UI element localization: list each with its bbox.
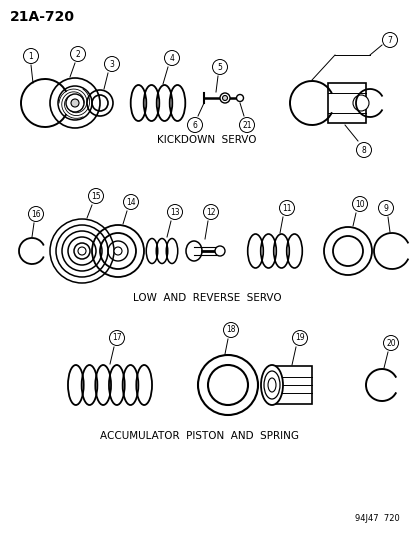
Circle shape xyxy=(71,99,79,107)
Text: 7: 7 xyxy=(387,36,392,44)
Circle shape xyxy=(352,95,368,111)
Circle shape xyxy=(292,330,307,345)
Circle shape xyxy=(28,206,43,222)
Circle shape xyxy=(104,56,119,71)
Bar xyxy=(271,366,311,404)
Circle shape xyxy=(123,195,138,209)
Text: 6: 6 xyxy=(192,120,197,130)
Text: 16: 16 xyxy=(31,209,41,219)
Text: 9: 9 xyxy=(382,204,387,213)
Text: 19: 19 xyxy=(294,334,304,343)
Text: 17: 17 xyxy=(112,334,121,343)
Text: 15: 15 xyxy=(91,191,101,200)
Text: 4: 4 xyxy=(169,53,174,62)
Circle shape xyxy=(279,200,294,215)
Circle shape xyxy=(239,117,254,133)
Circle shape xyxy=(187,117,202,133)
Text: 21A-720: 21A-720 xyxy=(10,10,75,24)
Text: 21: 21 xyxy=(242,120,251,130)
Ellipse shape xyxy=(219,93,230,103)
Circle shape xyxy=(109,330,124,345)
Circle shape xyxy=(212,60,227,75)
Circle shape xyxy=(78,247,86,255)
Text: 1: 1 xyxy=(28,52,33,61)
Text: 18: 18 xyxy=(225,326,235,335)
Text: 94J47  720: 94J47 720 xyxy=(354,514,399,523)
Text: 3: 3 xyxy=(109,60,114,69)
Circle shape xyxy=(382,335,398,351)
Text: 13: 13 xyxy=(170,207,179,216)
Circle shape xyxy=(164,51,179,66)
Text: KICKDOWN  SERVO: KICKDOWN SERVO xyxy=(157,135,256,145)
Circle shape xyxy=(356,142,370,157)
Text: 14: 14 xyxy=(126,198,135,206)
Text: 5: 5 xyxy=(217,62,222,71)
Circle shape xyxy=(214,246,224,256)
Text: 11: 11 xyxy=(282,204,291,213)
Circle shape xyxy=(114,247,122,255)
Circle shape xyxy=(223,322,238,337)
Circle shape xyxy=(377,200,392,215)
Bar xyxy=(327,83,365,123)
Ellipse shape xyxy=(185,241,202,261)
Text: 20: 20 xyxy=(385,338,395,348)
Ellipse shape xyxy=(236,94,243,101)
Circle shape xyxy=(88,189,103,204)
Circle shape xyxy=(24,49,38,63)
Text: 12: 12 xyxy=(206,207,215,216)
Text: 10: 10 xyxy=(354,199,364,208)
Text: ACCUMULATOR  PISTON  AND  SPRING: ACCUMULATOR PISTON AND SPRING xyxy=(100,431,299,441)
Circle shape xyxy=(382,33,396,47)
Text: LOW  AND  REVERSE  SERVO: LOW AND REVERSE SERVO xyxy=(133,293,280,303)
Circle shape xyxy=(203,205,218,220)
Text: 2: 2 xyxy=(76,50,80,59)
Ellipse shape xyxy=(222,95,227,101)
Ellipse shape xyxy=(260,365,282,405)
Circle shape xyxy=(66,94,84,112)
Circle shape xyxy=(351,197,367,212)
Circle shape xyxy=(70,46,85,61)
Circle shape xyxy=(167,205,182,220)
Text: 8: 8 xyxy=(361,146,366,155)
